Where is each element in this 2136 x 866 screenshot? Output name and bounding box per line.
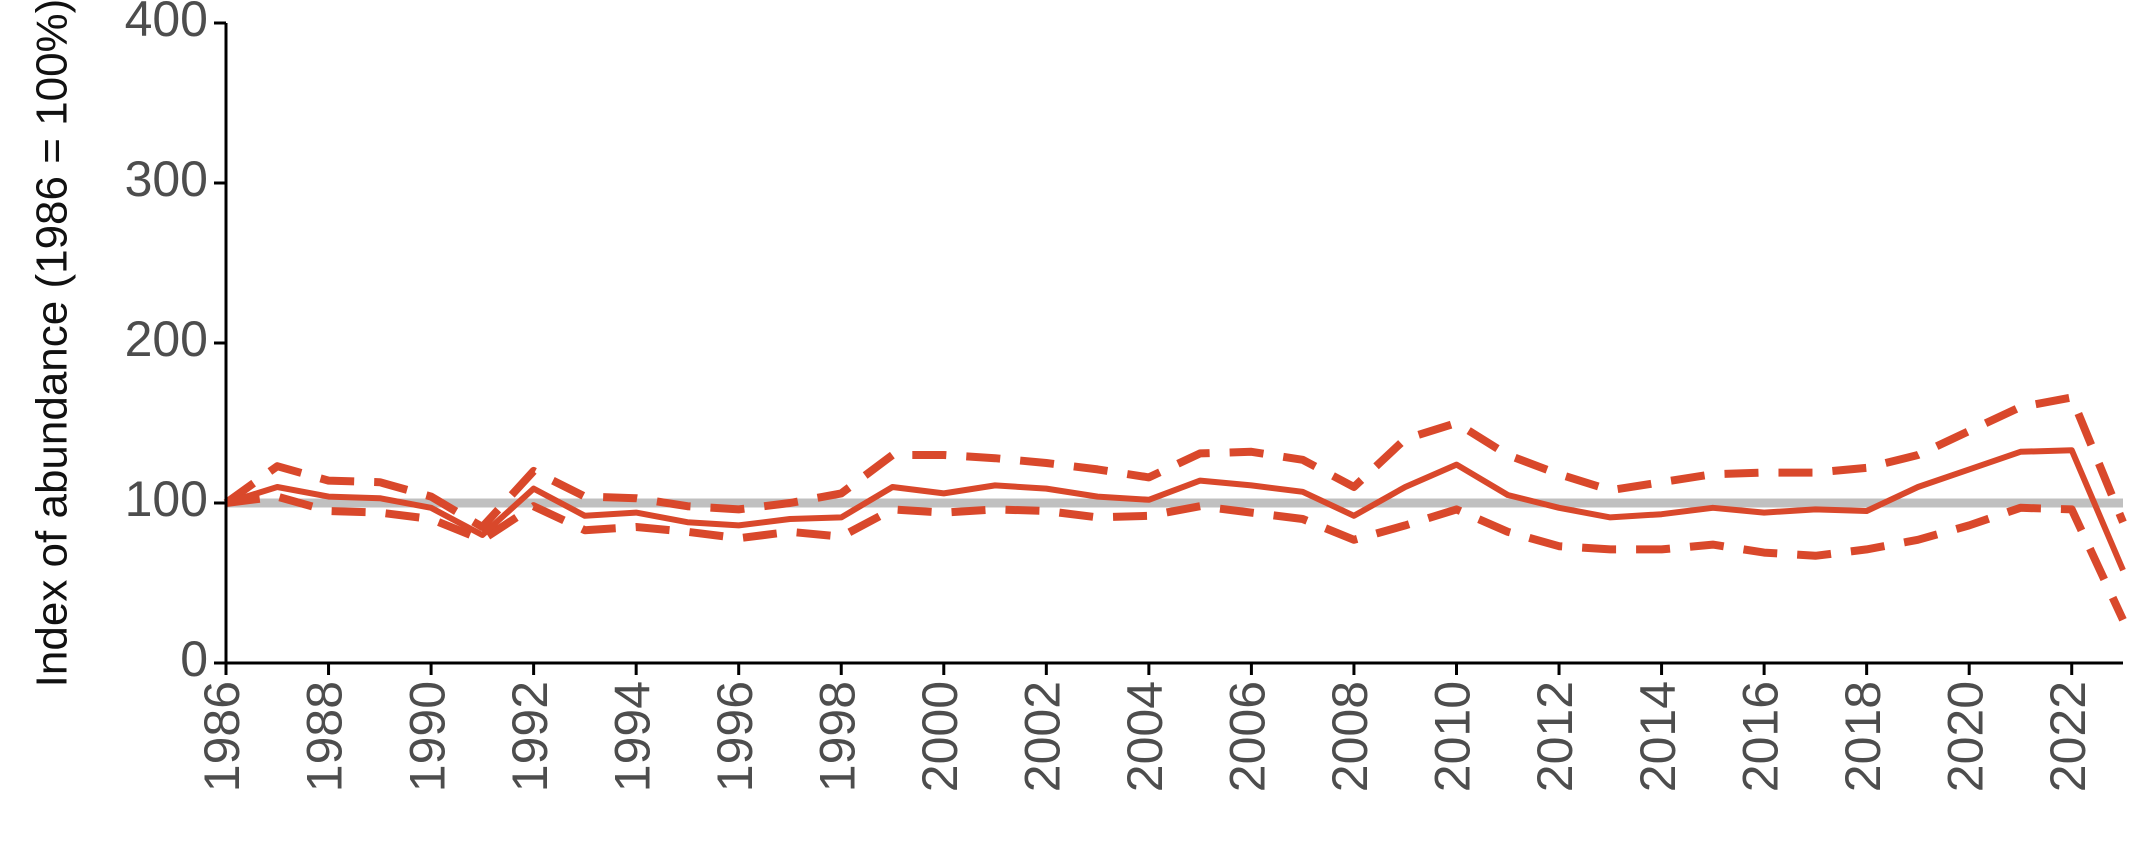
confidence-line	[225, 492, 2127, 622]
x-tick-label: 2018	[1835, 681, 1891, 792]
x-tick-label: 1992	[502, 681, 558, 792]
x-tick-label: 1988	[297, 681, 353, 792]
y-tick-label: 300	[125, 151, 208, 207]
x-tick-label: 1986	[194, 681, 250, 792]
x-tick-label: 1996	[707, 681, 763, 792]
confidence-line	[223, 393, 2127, 531]
x-tick-label: 2010	[1425, 681, 1481, 792]
y-tick-label: 0	[180, 631, 208, 687]
x-tick-label: 2012	[1527, 681, 1583, 792]
x-tick-label: 2016	[1732, 681, 1788, 792]
x-tick-label: 1998	[809, 681, 865, 792]
x-tick-label: 2006	[1220, 681, 1276, 792]
x-tick-label: 2000	[912, 681, 968, 792]
x-tick-label: 1994	[604, 681, 660, 792]
x-tick-label: 2014	[1630, 681, 1686, 792]
index-line	[225, 447, 2126, 572]
x-tick-label: 2022	[2040, 681, 2096, 792]
x-tick-label: 2002	[1015, 681, 1071, 792]
y-axis-label: Index of abundance (1986 = 100%)	[28, 0, 77, 687]
x-tick-label: 2004	[1117, 681, 1173, 792]
y-tick-label: 400	[125, 0, 208, 47]
y-tick-label: 100	[125, 471, 208, 527]
x-tick-label: 2008	[1322, 681, 1378, 792]
x-tick-label: 2020	[1937, 681, 1993, 792]
x-tick-label: 1990	[399, 681, 455, 792]
y-tick-label: 200	[125, 311, 208, 367]
